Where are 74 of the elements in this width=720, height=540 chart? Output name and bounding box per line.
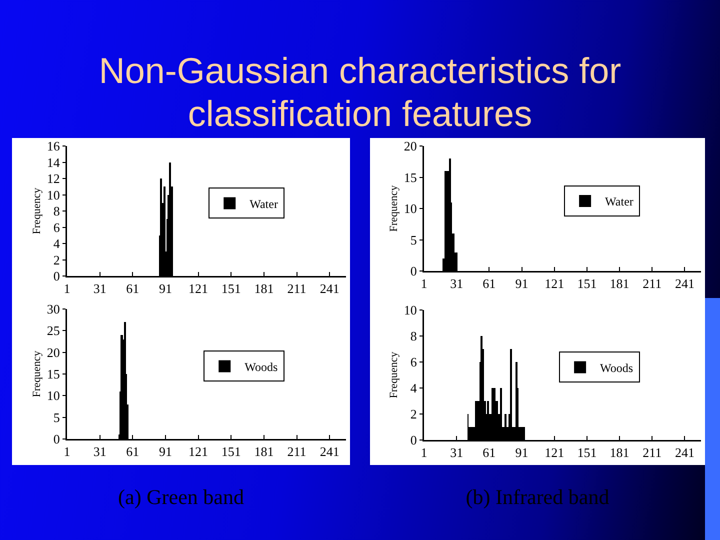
legend-label: Woods	[600, 360, 634, 375]
x-tick-label: 31	[450, 445, 464, 460]
y-tick-label: 0	[410, 432, 417, 448]
y-tick-label: 2	[53, 252, 60, 268]
y-tick-label: 30	[46, 302, 60, 317]
x-tick-label: 151	[221, 281, 241, 296]
x-tick-label: 151	[221, 444, 241, 460]
y-tick-label: 8	[53, 204, 60, 219]
x-tick-label: 121	[544, 276, 564, 292]
x-tick-label: 61	[126, 444, 140, 460]
x-tick-label: 91	[158, 444, 172, 460]
x-tick-label: 31	[93, 281, 106, 296]
y-tick-label: 20	[46, 344, 60, 360]
chart-title: Non-Gaussian characteristics for classification features	[98, 49, 622, 135]
y-tick-label: 0	[53, 432, 60, 447]
y-axis-title: Frequency	[30, 187, 43, 234]
x-tick-label: 241	[320, 444, 340, 460]
y-tick-label: 0	[410, 264, 417, 279]
y-tick-label: 8	[410, 328, 417, 344]
legend-label: Water	[250, 196, 278, 211]
x-tick-label: 1	[420, 276, 428, 292]
y-tick-label: 6	[410, 354, 418, 370]
y-tick-label: 12	[46, 171, 60, 186]
y-tick-label: 25	[46, 323, 60, 338]
x-tick-label: 61	[482, 276, 496, 292]
x-tick-label: 61	[482, 445, 496, 460]
x-tick-label: 241	[320, 281, 340, 296]
y-tick-label: 6	[53, 220, 60, 235]
y-tick-label: 10	[46, 388, 60, 404]
y-tick-label: 16	[46, 138, 60, 154]
x-tick-label: 181	[254, 444, 274, 460]
y-tick-label: 10	[46, 187, 60, 202]
x-tick-label: 31	[450, 276, 464, 292]
x-tick-label: 61	[126, 281, 140, 296]
x-tick-label: 181	[254, 281, 274, 296]
x-tick-label: 121	[544, 445, 564, 460]
y-tick-label: 15	[46, 366, 60, 382]
x-tick-label: 151	[577, 445, 597, 460]
x-tick-label: 181	[610, 276, 630, 292]
x-tick-label: 1	[64, 444, 70, 460]
x-tick-label: 211	[287, 444, 306, 460]
y-tick-label: 10	[404, 302, 417, 318]
y-axis-title: Frequency	[388, 184, 400, 232]
y-tick-label: 4	[410, 380, 418, 396]
y-tick-label: 0	[53, 268, 60, 284]
x-tick-label: 211	[642, 276, 662, 292]
x-tick-label: 211	[642, 445, 662, 460]
y-tick-label: 4	[53, 236, 60, 252]
x-tick-label: 1	[420, 445, 428, 460]
y-tick-label: 15	[404, 170, 417, 185]
legend-label: Water	[605, 194, 634, 209]
x-tick-label: 211	[287, 281, 306, 296]
x-tick-label: 91	[515, 445, 528, 460]
y-tick-label: 5	[410, 232, 417, 248]
text: (b) Infrared band	[464, 485, 610, 509]
x-tick-label: 181	[610, 445, 630, 460]
x-tick-label: 31	[93, 444, 106, 460]
y-tick-label: 2	[410, 406, 417, 422]
legend-label: Woods	[244, 360, 278, 374]
x-tick-label: 241	[674, 445, 694, 460]
x-tick-label: 1	[64, 281, 70, 296]
x-tick-label: 91	[158, 281, 172, 296]
x-tick-label: 121	[188, 281, 208, 296]
y-tick-label: 14	[46, 154, 60, 170]
y-axis-title: Frequency	[388, 351, 400, 398]
x-tick-label: 121	[188, 444, 208, 460]
text: (a) Green band	[117, 485, 245, 509]
y-tick-label: 5	[53, 410, 60, 425]
y-tick-label: 20	[404, 138, 417, 154]
y-tick-label: 10	[404, 201, 417, 216]
x-tick-label: 151	[577, 276, 597, 292]
x-tick-label: 91	[515, 276, 528, 292]
y-axis-title: Frequency	[30, 350, 43, 398]
x-tick-label: 241	[674, 276, 694, 292]
